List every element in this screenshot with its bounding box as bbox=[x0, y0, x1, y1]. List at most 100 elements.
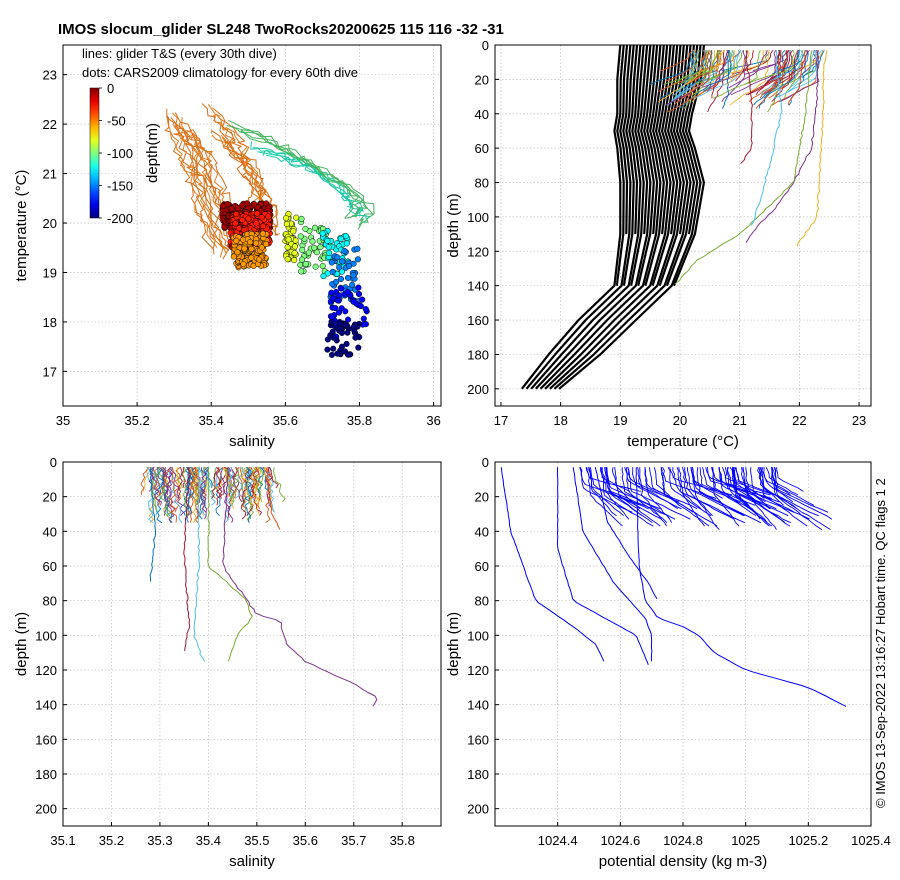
climatology-profile bbox=[525, 44, 632, 390]
salinity-profile bbox=[267, 467, 279, 489]
climatology-dot bbox=[219, 203, 227, 210]
salinity-profile bbox=[183, 467, 191, 651]
climatology-dot bbox=[311, 224, 319, 231]
glider-profile bbox=[711, 49, 729, 99]
climatology-dot bbox=[342, 232, 349, 240]
climatology-profile bbox=[644, 44, 665, 286]
climatology-dot bbox=[245, 215, 252, 222]
salinity-profile bbox=[184, 466, 192, 523]
density-profile bbox=[718, 467, 777, 510]
climatology-dot bbox=[338, 285, 345, 292]
y-tick-label: 160 bbox=[467, 313, 489, 328]
x-tick-label: 35.3 bbox=[147, 833, 172, 848]
y-tick-label: 19 bbox=[43, 265, 57, 280]
salinity-profile bbox=[211, 467, 220, 499]
glider-profile bbox=[730, 49, 777, 96]
climatology-dot bbox=[291, 243, 299, 250]
climatology-dot bbox=[299, 246, 306, 254]
climatology-dot bbox=[355, 290, 363, 298]
climatology-dot bbox=[240, 260, 247, 268]
climatology-dot bbox=[254, 210, 261, 217]
climatology-dot bbox=[325, 244, 332, 251]
climatology-dot bbox=[291, 257, 298, 264]
x-tick-label: 18 bbox=[553, 413, 567, 428]
glider-profile bbox=[764, 49, 790, 85]
climatology-dot bbox=[248, 245, 255, 252]
climatology-dot bbox=[234, 205, 241, 212]
climatology-dot bbox=[330, 334, 337, 341]
climatology-dot bbox=[284, 256, 291, 263]
climatology-dot bbox=[285, 236, 292, 243]
y-tick-label: 160 bbox=[35, 732, 57, 747]
climatology-profile bbox=[544, 44, 672, 390]
glider-profile bbox=[693, 50, 740, 99]
density-profile bbox=[731, 467, 770, 527]
figure-title: IMOS slocum_glider SL248 TwoRocks2020062… bbox=[58, 21, 504, 38]
climatology-dot bbox=[335, 309, 343, 316]
salinity-profile bbox=[200, 467, 207, 520]
x-tick-label: 35.6 bbox=[273, 413, 298, 428]
climatology-dot bbox=[247, 239, 254, 246]
density-profile bbox=[741, 467, 771, 510]
climatology-dot bbox=[221, 223, 228, 230]
y-tick-label: 0 bbox=[50, 455, 57, 470]
climatology-dot bbox=[328, 351, 335, 358]
glider-profile bbox=[752, 50, 787, 72]
glider-profile bbox=[750, 50, 783, 226]
climatology-dot bbox=[335, 297, 342, 304]
climatology-profile bbox=[553, 44, 692, 390]
climatology-dot bbox=[297, 233, 304, 240]
climatology-profile bbox=[530, 44, 642, 390]
climatology-dot bbox=[344, 329, 351, 336]
climatology-dot bbox=[344, 288, 351, 296]
y-tick-label: 23 bbox=[43, 68, 57, 83]
glider-profile bbox=[773, 50, 819, 99]
climatology-dots bbox=[219, 200, 370, 358]
climatology-dot bbox=[259, 230, 266, 237]
x-tick-label: 1025.4 bbox=[851, 833, 891, 848]
climatology-dot bbox=[342, 321, 349, 328]
climatology-dot bbox=[339, 258, 346, 265]
glider-profile bbox=[731, 49, 774, 75]
density-profile bbox=[705, 467, 771, 496]
glider-profile bbox=[753, 49, 786, 106]
x-axis-label: salinity bbox=[229, 853, 275, 870]
x-tick-label: 1025.2 bbox=[788, 833, 828, 848]
y-tick-label: 80 bbox=[475, 594, 489, 609]
y-tick-label: 17 bbox=[43, 364, 57, 379]
climatology-dot bbox=[346, 262, 353, 270]
climatology-dot bbox=[344, 274, 352, 281]
climatology-dot bbox=[233, 211, 240, 218]
climatology-dot bbox=[248, 254, 255, 261]
density-profile bbox=[734, 467, 765, 499]
salinity-profile bbox=[232, 467, 240, 502]
salinity-profile bbox=[248, 466, 262, 516]
climatology-profile bbox=[534, 44, 652, 390]
y-tick-label: 20 bbox=[475, 490, 489, 505]
density-profile bbox=[690, 467, 723, 499]
climatology-dot bbox=[343, 240, 350, 247]
climatology-dot bbox=[328, 318, 335, 326]
salinity-profile bbox=[146, 466, 154, 524]
x-tick-label: 21 bbox=[732, 413, 746, 428]
density-profile bbox=[627, 467, 691, 520]
climatology-dot bbox=[320, 273, 327, 280]
climatology-profile bbox=[630, 44, 645, 286]
climatology-profile bbox=[628, 44, 639, 235]
ts-annotation: lines: glider T&S (every 30th dive) dots:… bbox=[82, 46, 358, 80]
x-tick-label: 22 bbox=[792, 413, 806, 428]
density-profile bbox=[729, 466, 766, 503]
salinity-profile bbox=[176, 467, 182, 499]
climatology-dot bbox=[312, 263, 319, 270]
y-tick-label: 40 bbox=[475, 524, 489, 539]
climatology-dot bbox=[329, 328, 336, 335]
y-tick-label: 0 bbox=[482, 455, 489, 470]
y-axis-label: depth (m) bbox=[13, 612, 30, 676]
annotation-line: lines: glider T&S (every 30th dive) bbox=[82, 46, 277, 61]
y-tick-label: 20 bbox=[43, 216, 57, 231]
x-tick-label: 23 bbox=[852, 413, 866, 428]
salinity-profile bbox=[257, 467, 265, 496]
glider-profile bbox=[787, 49, 807, 106]
density-profile bbox=[699, 467, 756, 506]
